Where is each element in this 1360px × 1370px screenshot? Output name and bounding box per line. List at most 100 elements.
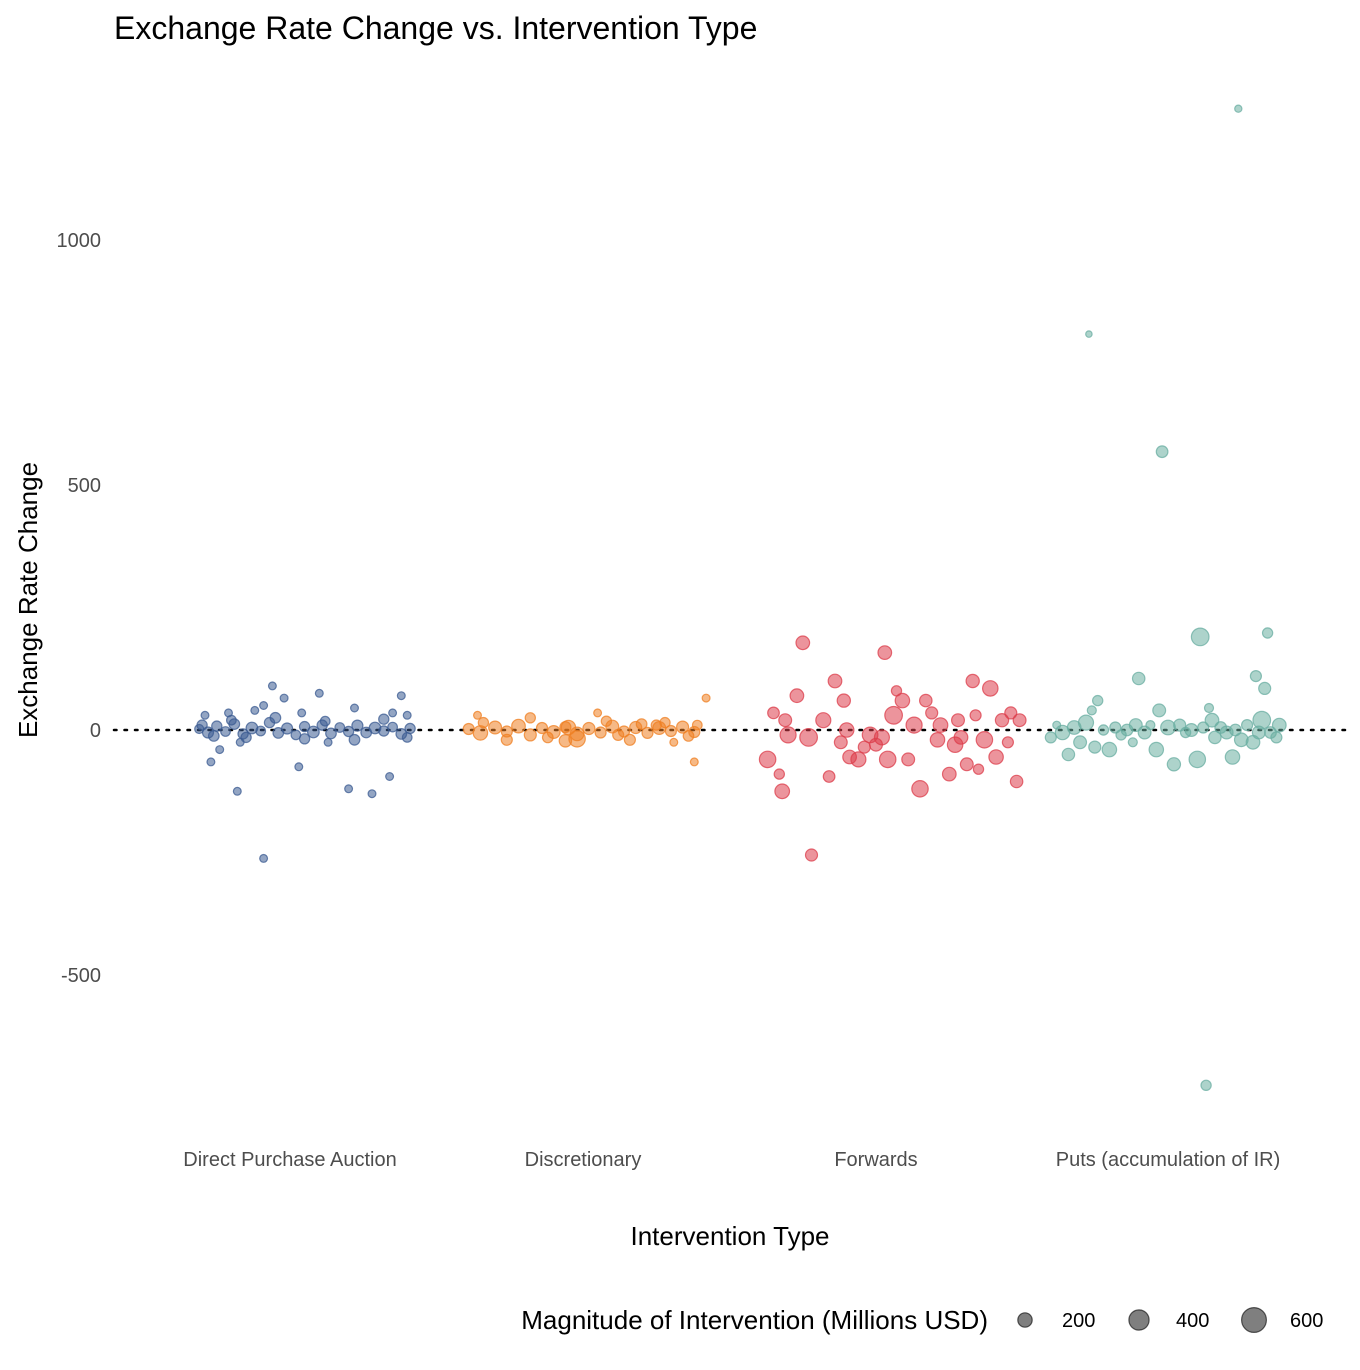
data-point [1152,703,1167,718]
data-point [981,680,999,697]
size-legend: Magnitude of Intervention (Millions USD)… [521,1305,1323,1335]
data-point [235,737,245,747]
data-point [701,693,711,703]
data-point [965,673,980,689]
series-puts-accumulation-of-ir [1044,104,1287,1092]
data-point [535,721,549,735]
data-point [1258,681,1272,696]
data-point [259,853,269,863]
data-point [560,719,577,736]
data-point [1240,718,1254,732]
data-point [1088,740,1102,754]
data-point [833,735,848,750]
data-point [206,757,216,767]
series-forwards [758,635,1027,862]
data-point [972,763,985,775]
data-point [1184,722,1199,737]
data-point [1197,721,1210,734]
data-point [827,673,843,689]
data-point [795,635,811,651]
data-point [664,724,678,738]
data-point [297,708,307,718]
data-point [911,779,929,798]
data-point [929,731,946,748]
data-point [884,705,903,725]
data-point [1203,702,1215,714]
data-point [1160,719,1176,736]
data-point [294,762,304,772]
data-point [1155,445,1169,459]
y-tick-label: 0 [90,720,101,742]
data-point [200,710,210,720]
data-point [385,771,395,781]
data-point [941,766,957,782]
y-tick-label: -500 [61,965,101,987]
data-point [1249,669,1263,683]
data-point [211,720,223,732]
data-point [1044,731,1057,744]
legend-size-label: 600 [1290,1310,1323,1332]
data-point [224,708,234,718]
data-point [767,706,780,720]
data-point [669,737,679,747]
data-point [1224,749,1241,765]
data-point [488,720,503,735]
legend-size-key [1240,1306,1267,1333]
data-point [1101,741,1118,758]
data-point [402,710,412,720]
data-point [641,726,654,740]
data-point [1188,750,1207,769]
data-point [894,692,911,709]
data-point [691,719,703,731]
data-point [344,784,354,794]
data-point [325,727,337,740]
data-point [975,730,994,749]
data-point [650,719,663,731]
data-point [994,713,1010,728]
data-point [901,752,916,767]
data-point [635,718,648,730]
data-point [959,757,974,772]
data-point [511,718,526,734]
legend-size-label: 200 [1062,1310,1095,1332]
data-point [1077,714,1095,731]
data-point [1148,741,1165,758]
data-point [401,732,413,743]
y-axis-ticks: -500 0 500 1000 [57,230,102,987]
data-point [1085,330,1093,338]
data-point [207,730,220,742]
data-point [600,715,613,727]
data-point [388,708,398,718]
data-point [925,706,939,720]
data-point [774,783,791,800]
data-point [799,728,818,747]
data-point [342,725,355,738]
legend-size-key [1017,1312,1033,1328]
data-point [1166,757,1182,772]
data-point [969,709,982,722]
chart-title: Exchange Rate Change vs. Intervention Ty… [114,10,757,46]
legend-title: Magnitude of Intervention (Millions USD) [521,1305,988,1335]
data-point [905,716,923,734]
data-point [323,737,333,747]
plot-area: -500 0 500 1000 Direct Purchase Auction Disc… [57,104,1347,1171]
legend-size-key [1128,1309,1150,1331]
data-point [682,730,695,742]
data-point [215,745,225,755]
data-point [778,713,793,728]
data-point [1127,737,1138,748]
data-point [623,733,637,746]
data-point [524,712,537,724]
data-point [1145,719,1156,731]
data-point [1009,774,1024,789]
data-point [367,789,377,799]
data-point [850,751,867,768]
data-point [1073,735,1088,750]
x-axis-title: Intervention Type [631,1221,830,1251]
series-discretionary [462,693,711,767]
x-tick-label: Discretionary [525,1149,642,1171]
data-point [758,750,777,769]
data-point [387,721,399,733]
data-point [804,848,819,862]
data-point [523,728,537,742]
